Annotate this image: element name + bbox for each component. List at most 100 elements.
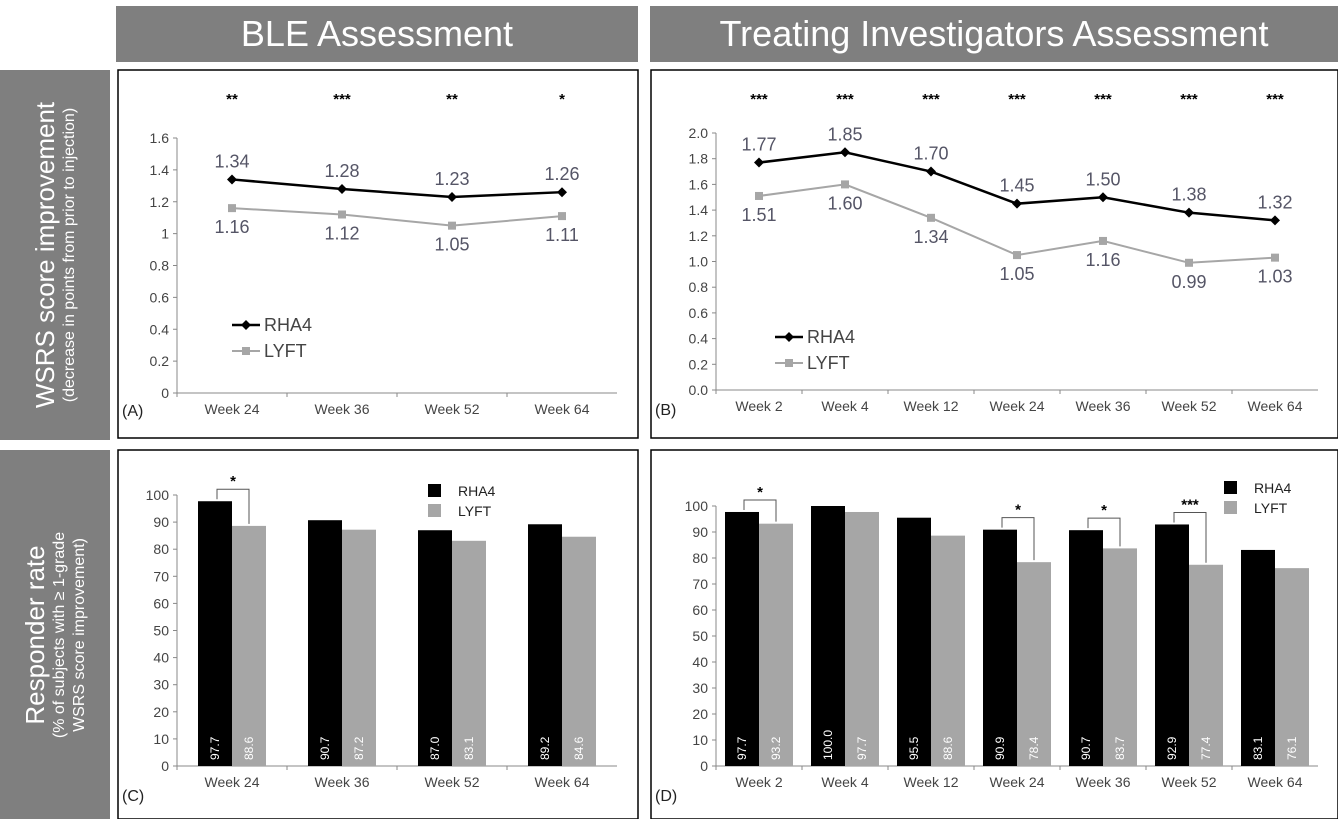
x-tick-label: Week 52 — [425, 401, 480, 417]
data-point-rha4 — [557, 187, 567, 198]
data-point-rha4 — [1012, 198, 1022, 209]
y-tick-label: 0 — [161, 758, 169, 774]
legend-swatch-lyft — [428, 504, 441, 517]
legend-label-lyft: LYFT — [1254, 500, 1288, 516]
bar-rha4 — [418, 530, 452, 766]
bar-lyft — [1275, 568, 1309, 766]
data-label-rha4: 1.70 — [913, 144, 948, 164]
y-tick-label: 50 — [692, 628, 708, 644]
x-tick-label: Week 52 — [425, 774, 480, 790]
y-tick-label: 60 — [153, 595, 169, 611]
ble-assessment-header: BLE Assessment — [116, 6, 638, 62]
data-point-lyft — [841, 180, 849, 189]
panel-label: (A) — [122, 403, 143, 420]
data-point-lyft — [1271, 253, 1279, 262]
y-tick-label: 0.8 — [150, 258, 170, 274]
significance-marker: *** — [836, 91, 854, 108]
legend-marker-lyft — [785, 359, 793, 367]
x-tick-label: Week 4 — [821, 398, 868, 414]
y-tick-label: 100 — [146, 487, 170, 503]
y-tick-label: 0.8 — [689, 279, 709, 295]
x-tick-label: Week 64 — [535, 401, 590, 417]
data-point-rha4 — [840, 147, 850, 158]
significance-marker: *** — [1008, 91, 1026, 108]
bar-rha4 — [983, 529, 1017, 766]
y-tick-label: 0 — [161, 385, 169, 401]
bar-rha4 — [1069, 530, 1103, 766]
series-line-lyft — [231, 207, 563, 227]
panel-a: 0 0.2 0.4 0.6 0.8 1 1.2 1.4 1.6 Week 24 Week 36 Wee… — [117, 69, 639, 439]
significance-marker: * — [757, 484, 763, 501]
data-label-lyft: 1.34 — [913, 227, 948, 247]
significance-marker: *** — [1181, 496, 1199, 513]
data-point-lyft — [1099, 236, 1107, 245]
x-tick-label: Week 4 — [821, 774, 868, 790]
data-label-lyft: 0.99 — [1171, 272, 1206, 292]
significance-marker: * — [1015, 502, 1021, 519]
y-tick-label: 0.0 — [689, 382, 709, 398]
bar-label-lyft: 97.7 — [855, 736, 869, 760]
x-tick-label: Week 12 — [904, 774, 959, 790]
significance-marker: *** — [1266, 91, 1284, 108]
y-tick-label: 0 — [700, 758, 708, 774]
data-point-lyft — [558, 212, 566, 221]
y-tick-label: 1.4 — [150, 162, 170, 178]
bar-rha4 — [198, 501, 232, 766]
bar-lyft — [562, 536, 596, 766]
bar-lyft — [1189, 564, 1223, 766]
significance-marker: * — [559, 91, 565, 108]
data-label-lyft: 1.16 — [1085, 250, 1120, 270]
x-tick-label: Week 52 — [1162, 774, 1217, 790]
y-tick-label: 0.6 — [150, 289, 170, 305]
y-tick-label: 2.0 — [689, 125, 709, 141]
panel-label: (B) — [655, 402, 676, 419]
significance-bracket — [216, 488, 250, 524]
y-tick-label: 90 — [153, 514, 169, 530]
bar-rha4 — [528, 524, 562, 766]
data-label-lyft: 1.60 — [827, 193, 862, 213]
bar-label-rha4: 100.0 — [821, 730, 835, 760]
legend-label-rha4: RHA4 — [264, 315, 312, 335]
y-tick-label: 0.4 — [150, 321, 170, 337]
significance-marker: *** — [333, 91, 351, 108]
y-tick-label: 0.4 — [689, 331, 709, 347]
data-point-lyft — [1013, 251, 1021, 260]
bar-rha4 — [1241, 549, 1275, 766]
x-tick-label: Week 52 — [1162, 398, 1217, 414]
significance-bracket — [1001, 517, 1035, 561]
x-tick-label: Week 12 — [904, 398, 959, 414]
significance-marker: *** — [922, 91, 940, 108]
bar-label-rha4: 89.2 — [538, 736, 552, 760]
legend-swatch-rha4 — [1224, 481, 1237, 494]
y-tick-label: 70 — [692, 576, 708, 592]
x-tick-label: Week 24 — [205, 401, 260, 417]
significance-marker: *** — [1094, 91, 1112, 108]
bar-label-rha4: 87.0 — [428, 736, 442, 760]
bar-label-rha4: 92.9 — [1165, 736, 1179, 760]
legend-marker-lyft — [242, 347, 250, 355]
x-tick-label: Week 64 — [535, 774, 590, 790]
data-point-rha4 — [227, 174, 237, 185]
panel-b: 0.0 0.2 0.4 0.6 0.8 1.0 1.2 1.4 1.6 1.8 2.0 Week 2 W… — [650, 69, 1338, 439]
data-point-lyft — [338, 210, 346, 219]
bar-label-lyft: 77.4 — [1199, 736, 1213, 760]
y-tick-label: 30 — [153, 677, 169, 693]
y-tick-label: 10 — [692, 732, 708, 748]
y-tick-label: 20 — [692, 706, 708, 722]
panel-frame — [117, 69, 639, 439]
significance-bracket — [743, 499, 777, 522]
series-line-rha4 — [231, 178, 563, 199]
bar-label-rha4: 97.7 — [208, 736, 222, 760]
bar-lyft — [232, 525, 266, 766]
bar-label-lyft: 83.1 — [462, 736, 476, 760]
legend-marker-rha4 — [784, 332, 794, 342]
data-point-lyft — [228, 204, 236, 213]
bar-label-lyft: 76.1 — [1285, 736, 1299, 760]
y-tick-label: 100 — [685, 498, 709, 514]
y-tick-label: 40 — [153, 650, 169, 666]
x-tick-label: Week 24 — [990, 774, 1045, 790]
y-tick-label: 80 — [153, 541, 169, 557]
investigators-assessment-title: Treating Investigators Assessment — [719, 13, 1269, 54]
y-tick-label: 20 — [153, 704, 169, 720]
